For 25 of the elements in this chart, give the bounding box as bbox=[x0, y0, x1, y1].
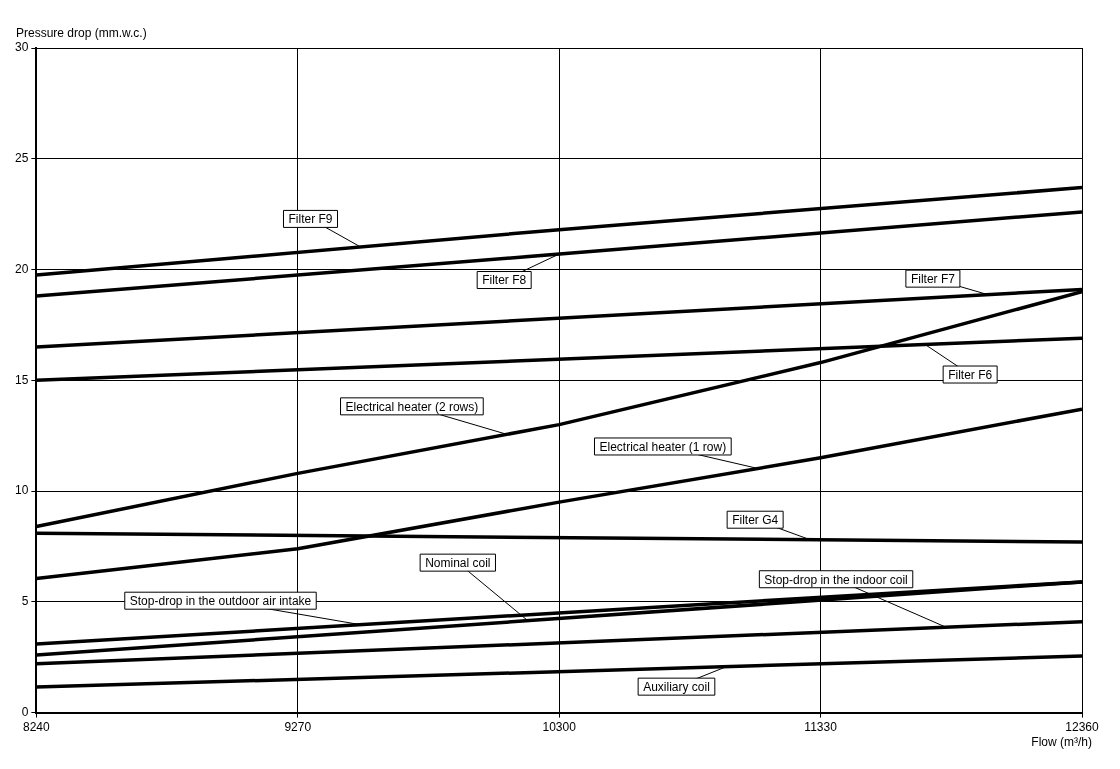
series-label: Stop-drop in the outdoor air intake bbox=[129, 594, 312, 609]
series-label: Filter G4 bbox=[732, 513, 779, 528]
y-axis-title: Pressure drop (mm.w.c.) bbox=[16, 26, 147, 41]
y-tick-label: 10 bbox=[14, 483, 29, 498]
y-tick-label: 15 bbox=[14, 372, 29, 387]
series-label: Auxiliary coil bbox=[643, 679, 710, 694]
series-label: Filter F8 bbox=[482, 273, 527, 288]
y-tick-label: 20 bbox=[14, 261, 29, 276]
text: Electrical heater (2 rows) bbox=[345, 399, 479, 414]
y-tick-label: 5 bbox=[21, 594, 29, 609]
x-tick-label: 9270 bbox=[284, 720, 312, 735]
y-tick-label: 25 bbox=[14, 151, 29, 166]
series-label: Filter F9 bbox=[288, 212, 333, 227]
series-label: Electrical heater (1 row) bbox=[599, 439, 727, 454]
x-tick-label: 11330 bbox=[804, 720, 838, 735]
x-tick-label: 8240 bbox=[23, 720, 51, 735]
text: Nominal coil bbox=[425, 555, 491, 570]
x-tick-label: 10300 bbox=[542, 720, 577, 735]
y-tick-label: 30 bbox=[14, 40, 29, 55]
text: Stop-drop in the indoor coil bbox=[764, 572, 908, 587]
x-axis-title: Flow (m³/h) bbox=[1031, 734, 1092, 749]
y-tick-label: 0 bbox=[21, 704, 29, 719]
text: Filter F6 bbox=[948, 367, 993, 382]
series-label: Filter F7 bbox=[910, 271, 956, 286]
x-tick-label: 12360 bbox=[1065, 720, 1100, 735]
